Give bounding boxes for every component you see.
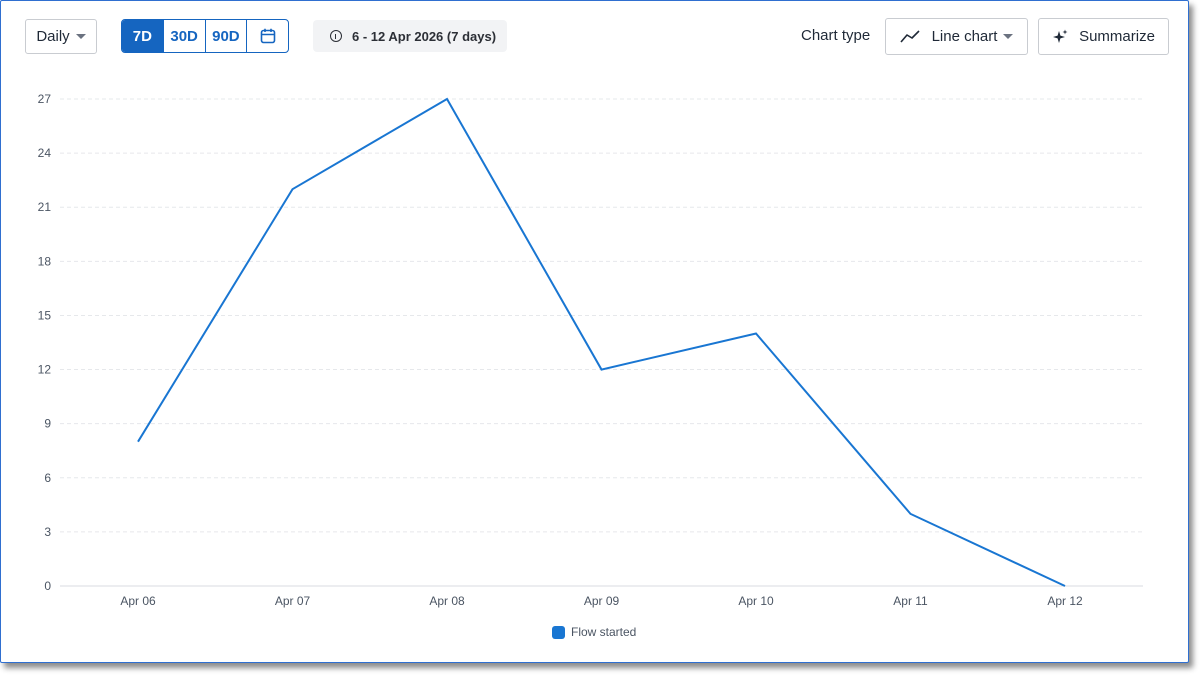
x-tick-label: Apr 07 [275, 594, 311, 608]
x-tick-label: Apr 08 [429, 594, 465, 608]
x-tick-label: Apr 12 [1047, 594, 1083, 608]
x-tick-label: Apr 09 [584, 594, 620, 608]
range-30d-button[interactable]: 30D [164, 20, 206, 52]
y-axis-ticks: 0 3 6 9 12 15 18 21 24 27 [38, 92, 52, 593]
range-7d-button[interactable]: 7D [122, 20, 164, 52]
x-tick-label: Apr 11 [893, 594, 928, 608]
chevron-down-icon [75, 34, 86, 39]
y-tick-label: 12 [38, 363, 52, 377]
info-icon [330, 30, 342, 42]
line-chart-icon [899, 29, 920, 43]
legend-swatch [552, 625, 565, 639]
y-tick-label: 0 [44, 579, 51, 593]
y-tick-label: 24 [38, 146, 52, 160]
y-tick-label: 18 [38, 254, 52, 268]
legend-label: Flow started [571, 625, 637, 639]
x-tick-label: Apr 06 [120, 594, 156, 608]
custom-range-button[interactable] [247, 20, 288, 52]
y-tick-label: 15 [38, 308, 52, 322]
y-tick-label: 9 [44, 417, 51, 431]
y-tick-label: 3 [44, 525, 51, 539]
date-range-display: 6 - 12 Apr 2026 (7 days) [313, 20, 507, 52]
range-90d-button[interactable]: 90D [206, 20, 248, 52]
y-tick-label: 21 [38, 200, 52, 214]
summarize-button[interactable]: Summarize [1038, 18, 1169, 55]
summarize-label: Summarize [1079, 28, 1155, 45]
calendar-icon [260, 28, 275, 44]
chart-type-label: Chart type [801, 27, 871, 44]
sparkle-icon [1053, 29, 1068, 43]
grid-lines [60, 98, 1143, 587]
chart-legend[interactable]: Flow started [552, 625, 636, 639]
granularity-dropdown[interactable]: Daily [25, 19, 97, 54]
chevron-down-icon [1003, 34, 1014, 39]
y-tick-label: 27 [38, 92, 52, 106]
x-axis-ticks: Apr 06 Apr 07 Apr 08 Apr 09 Apr 10 Apr 11 Apr … [120, 594, 1083, 608]
x-tick-label: Apr 10 [738, 594, 774, 608]
chart-type-dropdown[interactable]: Line chart [885, 18, 1028, 55]
chart-type-value: Line chart [931, 28, 998, 45]
date-range-text: 6 - 12 Apr 2026 (7 days) [352, 28, 497, 44]
series-layer [137, 97, 1066, 587]
y-tick-label: 6 [44, 471, 51, 485]
granularity-label: Daily [36, 28, 70, 45]
app-frame [0, 0, 1189, 663]
series-line-flow-started [137, 97, 1066, 587]
range-selector: 7D 30D 90D [121, 19, 289, 53]
